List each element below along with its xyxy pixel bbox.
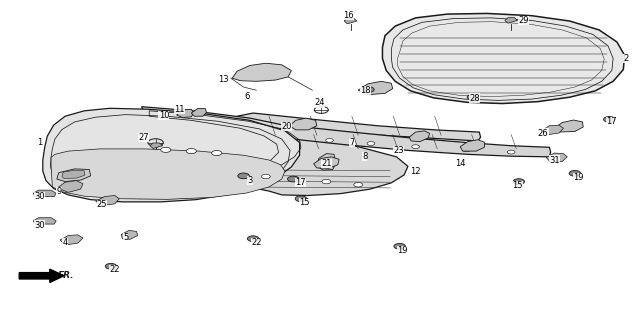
PathPatch shape: [96, 196, 119, 206]
Circle shape: [467, 94, 479, 100]
Text: 28: 28: [470, 94, 480, 103]
Text: 26: 26: [538, 129, 548, 138]
Text: 19: 19: [397, 246, 408, 255]
Text: 27: 27: [138, 133, 149, 142]
Circle shape: [290, 177, 299, 181]
Text: 10: 10: [159, 111, 169, 120]
PathPatch shape: [43, 108, 300, 202]
Circle shape: [238, 173, 249, 179]
FancyArrow shape: [19, 269, 64, 283]
Text: 23: 23: [393, 146, 404, 155]
Circle shape: [354, 182, 363, 187]
PathPatch shape: [62, 170, 85, 178]
Circle shape: [105, 263, 116, 269]
Circle shape: [212, 150, 222, 156]
PathPatch shape: [383, 13, 625, 104]
PathPatch shape: [141, 107, 312, 188]
Text: 13: 13: [218, 75, 228, 84]
PathPatch shape: [33, 218, 56, 224]
Text: 22: 22: [251, 238, 262, 247]
PathPatch shape: [541, 125, 563, 135]
PathPatch shape: [232, 63, 291, 81]
PathPatch shape: [344, 18, 357, 24]
Text: 9: 9: [56, 187, 61, 196]
PathPatch shape: [60, 235, 83, 245]
PathPatch shape: [191, 108, 207, 116]
PathPatch shape: [33, 190, 56, 196]
PathPatch shape: [317, 154, 336, 170]
Text: 12: 12: [410, 167, 421, 176]
Circle shape: [322, 179, 331, 184]
PathPatch shape: [505, 18, 518, 23]
PathPatch shape: [409, 131, 429, 142]
Circle shape: [513, 179, 525, 184]
Text: 19: 19: [573, 173, 583, 182]
Text: 11: 11: [175, 105, 185, 114]
Circle shape: [363, 87, 374, 92]
PathPatch shape: [314, 157, 339, 168]
Text: 2: 2: [623, 54, 628, 63]
Circle shape: [161, 147, 171, 152]
Text: 29: 29: [518, 16, 529, 25]
Text: 3: 3: [247, 176, 253, 185]
Circle shape: [326, 139, 333, 142]
PathPatch shape: [121, 230, 138, 239]
Text: 31: 31: [549, 156, 560, 164]
PathPatch shape: [58, 180, 83, 192]
Text: 18: 18: [360, 86, 371, 95]
Circle shape: [186, 148, 196, 154]
Text: 8: 8: [362, 152, 367, 161]
PathPatch shape: [51, 149, 285, 199]
PathPatch shape: [554, 120, 583, 132]
PathPatch shape: [358, 81, 393, 95]
Circle shape: [247, 236, 259, 242]
Circle shape: [295, 196, 307, 202]
Circle shape: [287, 176, 299, 182]
Text: 5: 5: [123, 233, 128, 242]
Text: 7: 7: [349, 138, 355, 147]
PathPatch shape: [177, 109, 194, 117]
Circle shape: [394, 244, 405, 249]
Circle shape: [261, 174, 270, 179]
Text: 25: 25: [97, 200, 108, 209]
Text: 1: 1: [37, 138, 42, 147]
Text: 15: 15: [512, 181, 523, 190]
PathPatch shape: [275, 125, 550, 157]
Text: 17: 17: [607, 117, 617, 126]
Circle shape: [412, 145, 419, 148]
PathPatch shape: [546, 153, 567, 163]
Text: 14: 14: [455, 159, 465, 168]
Text: 4: 4: [63, 238, 68, 247]
Text: 30: 30: [35, 192, 45, 201]
PathPatch shape: [150, 143, 163, 148]
Text: 21: 21: [321, 159, 332, 168]
Text: 24: 24: [315, 99, 325, 108]
Text: 20: 20: [282, 122, 292, 131]
Circle shape: [463, 148, 470, 152]
Text: 6: 6: [244, 92, 250, 101]
Text: 16: 16: [344, 11, 354, 20]
PathPatch shape: [460, 140, 484, 151]
PathPatch shape: [57, 169, 91, 181]
Text: FR.: FR.: [58, 271, 74, 280]
Text: 30: 30: [35, 220, 45, 229]
Text: 17: 17: [296, 178, 306, 187]
PathPatch shape: [289, 118, 317, 130]
PathPatch shape: [232, 130, 408, 196]
Text: 22: 22: [109, 265, 120, 274]
Circle shape: [569, 171, 580, 176]
Circle shape: [508, 150, 515, 154]
PathPatch shape: [237, 113, 481, 141]
Circle shape: [604, 116, 615, 122]
Circle shape: [367, 142, 375, 145]
Text: 15: 15: [299, 198, 309, 207]
